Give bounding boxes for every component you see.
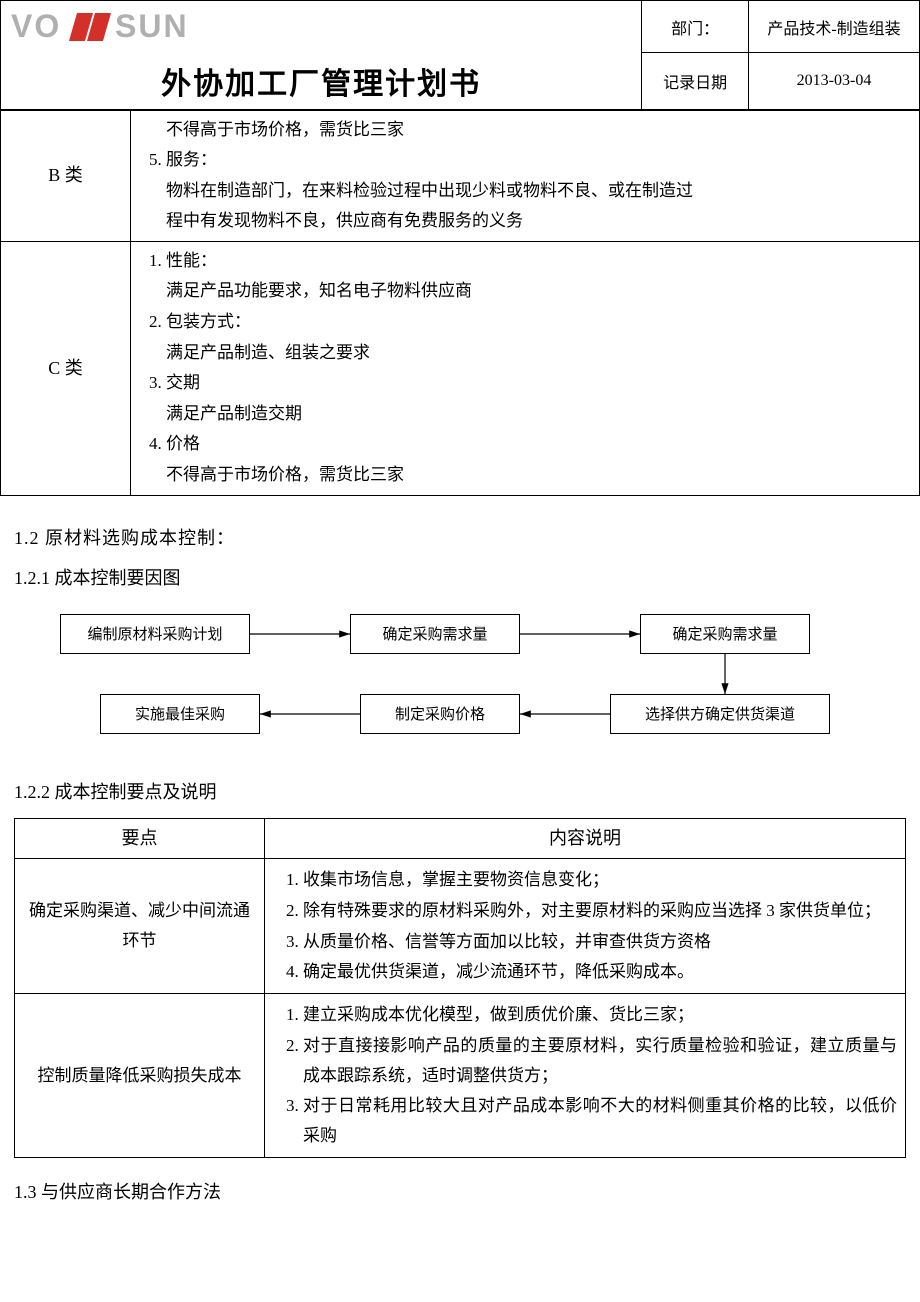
cat-b-label: B 类 (1, 110, 131, 241)
section-1-2-2: 1.2.2 成本控制要点及说明 (14, 778, 920, 804)
kt-item: 收集市场信息，掌握主要物资信息变化； (303, 865, 897, 895)
cat-line: 满足产品制造、组装之要求 (149, 338, 909, 369)
cat-line: 程中有发现物料不良，供应商有免费服务的义务 (149, 206, 909, 237)
date-label: 记录日期 (642, 53, 749, 110)
table-row: 控制质量降低采购损失成本 建立采购成本优化模型，做到质优价廉、货比三家； 对于直… (15, 994, 906, 1158)
table-row: 确定采购渠道、减少中间流通环节 收集市场信息，掌握主要物资信息变化； 除有特殊要… (15, 859, 906, 994)
document-page: VO SUN 部门： 产品技术-制造组装 外协加工厂管理计划书 记录日期 201… (0, 0, 920, 1204)
cat-c-label: C 类 (1, 241, 131, 495)
dept-label: 部门： (642, 1, 749, 53)
kt-item: 除有特殊要求的原材料采购外，对主要原材料的采购应当选择 3 家供货单位； (303, 896, 897, 926)
cat-line: 5. 服务： (149, 145, 909, 176)
flow-box-b5: 制定采购价格 (360, 694, 520, 734)
cat-line: 4. 价格 (149, 429, 909, 460)
cat-line: 物料在制造部门，在来料检验过程中出现少料或物料不良、或在制造过 (149, 176, 909, 207)
kt-row1-left: 确定采购渠道、减少中间流通环节 (15, 859, 265, 994)
flow-box-b2: 确定采购需求量 (350, 614, 520, 654)
header-table: VO SUN 部门： 产品技术-制造组装 外协加工厂管理计划书 记录日期 201… (0, 0, 920, 110)
logo-cell: VO SUN (1, 1, 642, 53)
kt-item: 确定最优供货渠道，减少流通环节，降低采购成本。 (303, 957, 897, 987)
cat-line: 3. 交期 (149, 368, 909, 399)
section-1-2: 1.2 原材料选购成本控制： (14, 524, 920, 550)
kt-item: 从质量价格、信誉等方面加以比较，并审查供货方资格 (303, 927, 897, 957)
cat-line: 不得高于市场价格，需货比三家 (149, 460, 909, 491)
category-table: B 类 不得高于市场价格，需货比三家 5. 服务： 物料在制造部门，在来料检验过… (0, 110, 920, 496)
kt-header-left: 要点 (15, 818, 265, 859)
keypoints-table: 要点 内容说明 确定采购渠道、减少中间流通环节 收集市场信息，掌握主要物资信息变… (14, 818, 906, 1158)
table-row: C 类 1. 性能： 满足产品功能要求，知名电子物料供应商 2. 包装方式： 满… (1, 241, 920, 495)
dept-value: 产品技术-制造组装 (749, 1, 920, 53)
logo-svg: VO SUN (11, 7, 241, 47)
section-1-3: 1.3 与供应商长期合作方法 (14, 1178, 920, 1204)
kt-row1-body: 收集市场信息，掌握主要物资信息变化； 除有特殊要求的原材料采购外，对主要原材料的… (265, 859, 906, 994)
logo-text-sun: SUN (115, 8, 189, 44)
cat-b-body: 不得高于市场价格，需货比三家 5. 服务： 物料在制造部门，在来料检验过程中出现… (131, 110, 920, 241)
section-1-2-1: 1.2.1 成本控制要因图 (14, 564, 920, 590)
cat-line: 1. 性能： (149, 246, 909, 277)
flow-box-b3: 确定采购需求量 (640, 614, 810, 654)
cat-c-body: 1. 性能： 满足产品功能要求，知名电子物料供应商 2. 包装方式： 满足产品制… (131, 241, 920, 495)
doc-title: 外协加工厂管理计划书 (1, 53, 642, 110)
flowchart: 编制原材料采购计划 确定采购需求量 确定采购需求量选择供方确定供货渠道 制定采购价格 实… (20, 604, 900, 764)
logo-text-vo: VO (11, 8, 61, 44)
table-row: B 类 不得高于市场价格，需货比三家 5. 服务： 物料在制造部门，在来料检验过… (1, 110, 920, 241)
cat-line: 满足产品制造交期 (149, 399, 909, 430)
kt-header-right: 内容说明 (265, 818, 906, 859)
cat-line: 不得高于市场价格，需货比三家 (149, 115, 909, 146)
cat-line: 满足产品功能要求，知名电子物料供应商 (149, 276, 909, 307)
flow-box-b4: 选择供方确定供货渠道 (610, 694, 830, 734)
kt-row2-left: 控制质量降低采购损失成本 (15, 994, 265, 1158)
flow-box-b1: 编制原材料采购计划 (60, 614, 250, 654)
kt-item: 建立采购成本优化模型，做到质优价廉、货比三家； (303, 1000, 897, 1030)
kt-row2-body: 建立采购成本优化模型，做到质优价廉、货比三家； 对于直接接影响产品的质量的主要原… (265, 994, 906, 1158)
date-value: 2013-03-04 (749, 53, 920, 110)
kt-item: 对于日常耗用比较大且对产品成本影响不大的材料侧重其价格的比较，以低价采购 (303, 1091, 897, 1151)
kt-item: 对于直接接影响产品的质量的主要原材料，实行质量检验和验证，建立质量与成本跟踪系统… (303, 1031, 897, 1091)
flow-box-b6: 实施最佳采购 (100, 694, 260, 734)
cat-line: 2. 包装方式： (149, 307, 909, 338)
